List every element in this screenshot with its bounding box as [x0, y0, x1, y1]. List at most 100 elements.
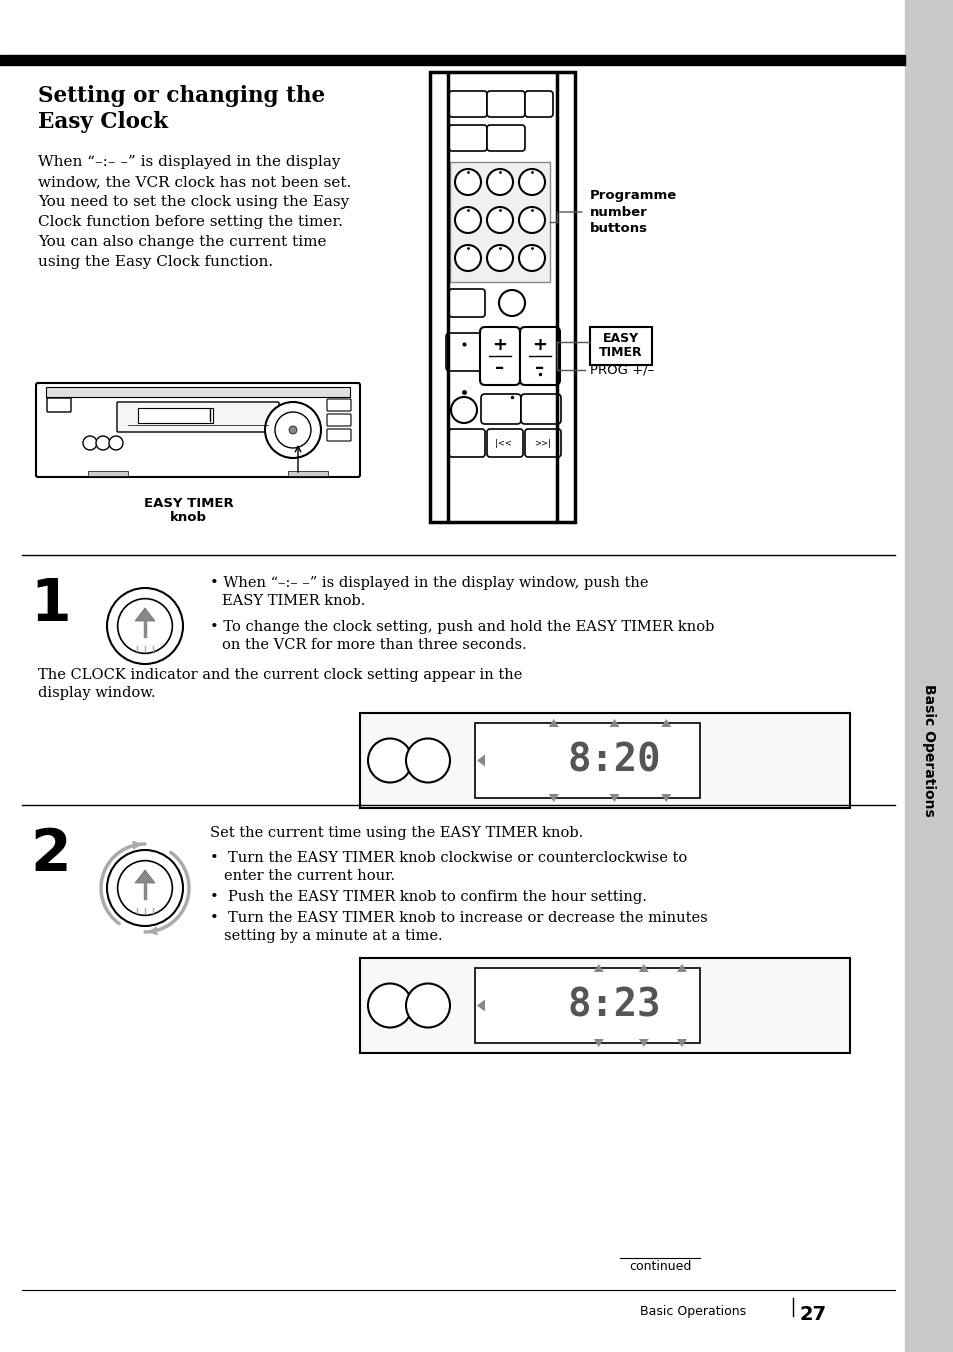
Text: 1: 1: [30, 576, 71, 633]
Bar: [359, 713, 849, 808]
Circle shape: [286, 435, 295, 445]
Circle shape: [406, 738, 450, 783]
Bar: [475, 968, 700, 1042]
Text: EASY TIMER knob.: EASY TIMER knob.: [222, 594, 365, 608]
Circle shape: [498, 289, 524, 316]
FancyBboxPatch shape: [327, 414, 351, 426]
Polygon shape: [677, 1038, 686, 1046]
Circle shape: [117, 599, 172, 653]
Polygon shape: [660, 719, 671, 727]
Polygon shape: [639, 1038, 648, 1046]
Polygon shape: [593, 1038, 603, 1046]
Bar: [904, 0, 953, 1352]
Circle shape: [107, 588, 183, 664]
Circle shape: [455, 245, 480, 270]
Bar: [475, 723, 700, 798]
FancyBboxPatch shape: [524, 429, 560, 457]
Bar: [138, 408, 213, 423]
Text: display window.: display window.: [38, 685, 155, 700]
Polygon shape: [593, 964, 603, 972]
FancyBboxPatch shape: [486, 124, 524, 151]
Text: 2: 2: [30, 826, 71, 883]
Text: PROG +/–: PROG +/–: [589, 364, 654, 376]
FancyBboxPatch shape: [47, 397, 71, 412]
FancyBboxPatch shape: [524, 91, 553, 118]
FancyBboxPatch shape: [117, 402, 278, 433]
Circle shape: [107, 850, 183, 926]
Text: The CLOCK indicator and the current clock setting appear in the: The CLOCK indicator and the current cloc…: [38, 668, 522, 681]
Text: Programme
number
buttons: Programme number buttons: [589, 188, 677, 235]
FancyBboxPatch shape: [480, 393, 520, 425]
Circle shape: [451, 397, 476, 423]
Circle shape: [265, 402, 320, 458]
Bar: [0, 55, 904, 65]
Text: +: +: [532, 337, 547, 354]
Circle shape: [274, 412, 311, 448]
Polygon shape: [135, 608, 154, 621]
Text: • When “–:– –” is displayed in the display window, push the: • When “–:– –” is displayed in the displ…: [210, 576, 648, 589]
Circle shape: [518, 207, 544, 233]
Circle shape: [295, 435, 306, 445]
Circle shape: [455, 207, 480, 233]
Circle shape: [289, 426, 296, 434]
Text: enter the current hour.: enter the current hour.: [224, 869, 395, 883]
Bar: [359, 959, 849, 1053]
FancyBboxPatch shape: [449, 124, 486, 151]
Text: –: –: [535, 360, 544, 377]
Circle shape: [368, 738, 412, 783]
FancyBboxPatch shape: [520, 393, 560, 425]
Circle shape: [83, 435, 97, 450]
Circle shape: [117, 861, 172, 915]
Text: •  Turn the EASY TIMER knob to increase or decrease the minutes: • Turn the EASY TIMER knob to increase o…: [210, 911, 707, 925]
Text: Basic Operations: Basic Operations: [921, 684, 935, 817]
Circle shape: [455, 169, 480, 195]
Text: Basic Operations: Basic Operations: [639, 1305, 745, 1318]
Text: setting by a minute at a time.: setting by a minute at a time.: [224, 929, 442, 942]
Text: |<<: |<<: [495, 438, 515, 448]
Text: EASY: EASY: [602, 333, 639, 346]
Text: • To change the clock setting, push and hold the EASY TIMER knob: • To change the clock setting, push and …: [210, 621, 714, 634]
Polygon shape: [476, 999, 484, 1011]
Text: EASY TIMER: EASY TIMER: [143, 498, 233, 510]
FancyBboxPatch shape: [446, 333, 481, 370]
Circle shape: [486, 245, 513, 270]
FancyBboxPatch shape: [327, 429, 351, 441]
Text: 8:20: 8:20: [567, 741, 660, 780]
Polygon shape: [476, 754, 484, 767]
Text: When “–:– –” is displayed in the display
window, the VCR clock has not been set.: When “–:– –” is displayed in the display…: [38, 155, 351, 269]
Circle shape: [368, 983, 412, 1028]
FancyBboxPatch shape: [36, 383, 359, 477]
Text: Setting or changing the
Easy Clock: Setting or changing the Easy Clock: [38, 85, 325, 134]
Polygon shape: [609, 719, 618, 727]
Polygon shape: [677, 964, 686, 972]
Polygon shape: [660, 794, 671, 802]
Text: continued: continued: [628, 1260, 691, 1274]
FancyBboxPatch shape: [430, 72, 575, 522]
Bar: [288, 470, 328, 476]
Text: 27: 27: [800, 1305, 826, 1324]
FancyBboxPatch shape: [449, 289, 484, 316]
Bar: [46, 387, 350, 397]
Circle shape: [406, 983, 450, 1028]
Polygon shape: [639, 964, 648, 972]
Text: Set the current time using the EASY TIMER knob.: Set the current time using the EASY TIME…: [210, 826, 582, 840]
Text: on the VCR for more than three seconds.: on the VCR for more than three seconds.: [222, 638, 526, 652]
Text: 8:23: 8:23: [567, 987, 660, 1025]
Circle shape: [486, 207, 513, 233]
Text: knob: knob: [170, 511, 207, 525]
Circle shape: [518, 169, 544, 195]
Text: –: –: [495, 360, 504, 377]
Bar: [88, 470, 128, 476]
FancyBboxPatch shape: [449, 91, 486, 118]
Polygon shape: [609, 794, 618, 802]
Circle shape: [486, 169, 513, 195]
Polygon shape: [548, 719, 558, 727]
FancyBboxPatch shape: [519, 327, 559, 385]
Polygon shape: [548, 794, 558, 802]
Bar: [450, 162, 550, 283]
FancyBboxPatch shape: [479, 327, 519, 385]
Circle shape: [96, 435, 110, 450]
Circle shape: [518, 245, 544, 270]
Text: >>|: >>|: [534, 438, 551, 448]
Text: •  Turn the EASY TIMER knob clockwise or counterclockwise to: • Turn the EASY TIMER knob clockwise or …: [210, 850, 686, 865]
